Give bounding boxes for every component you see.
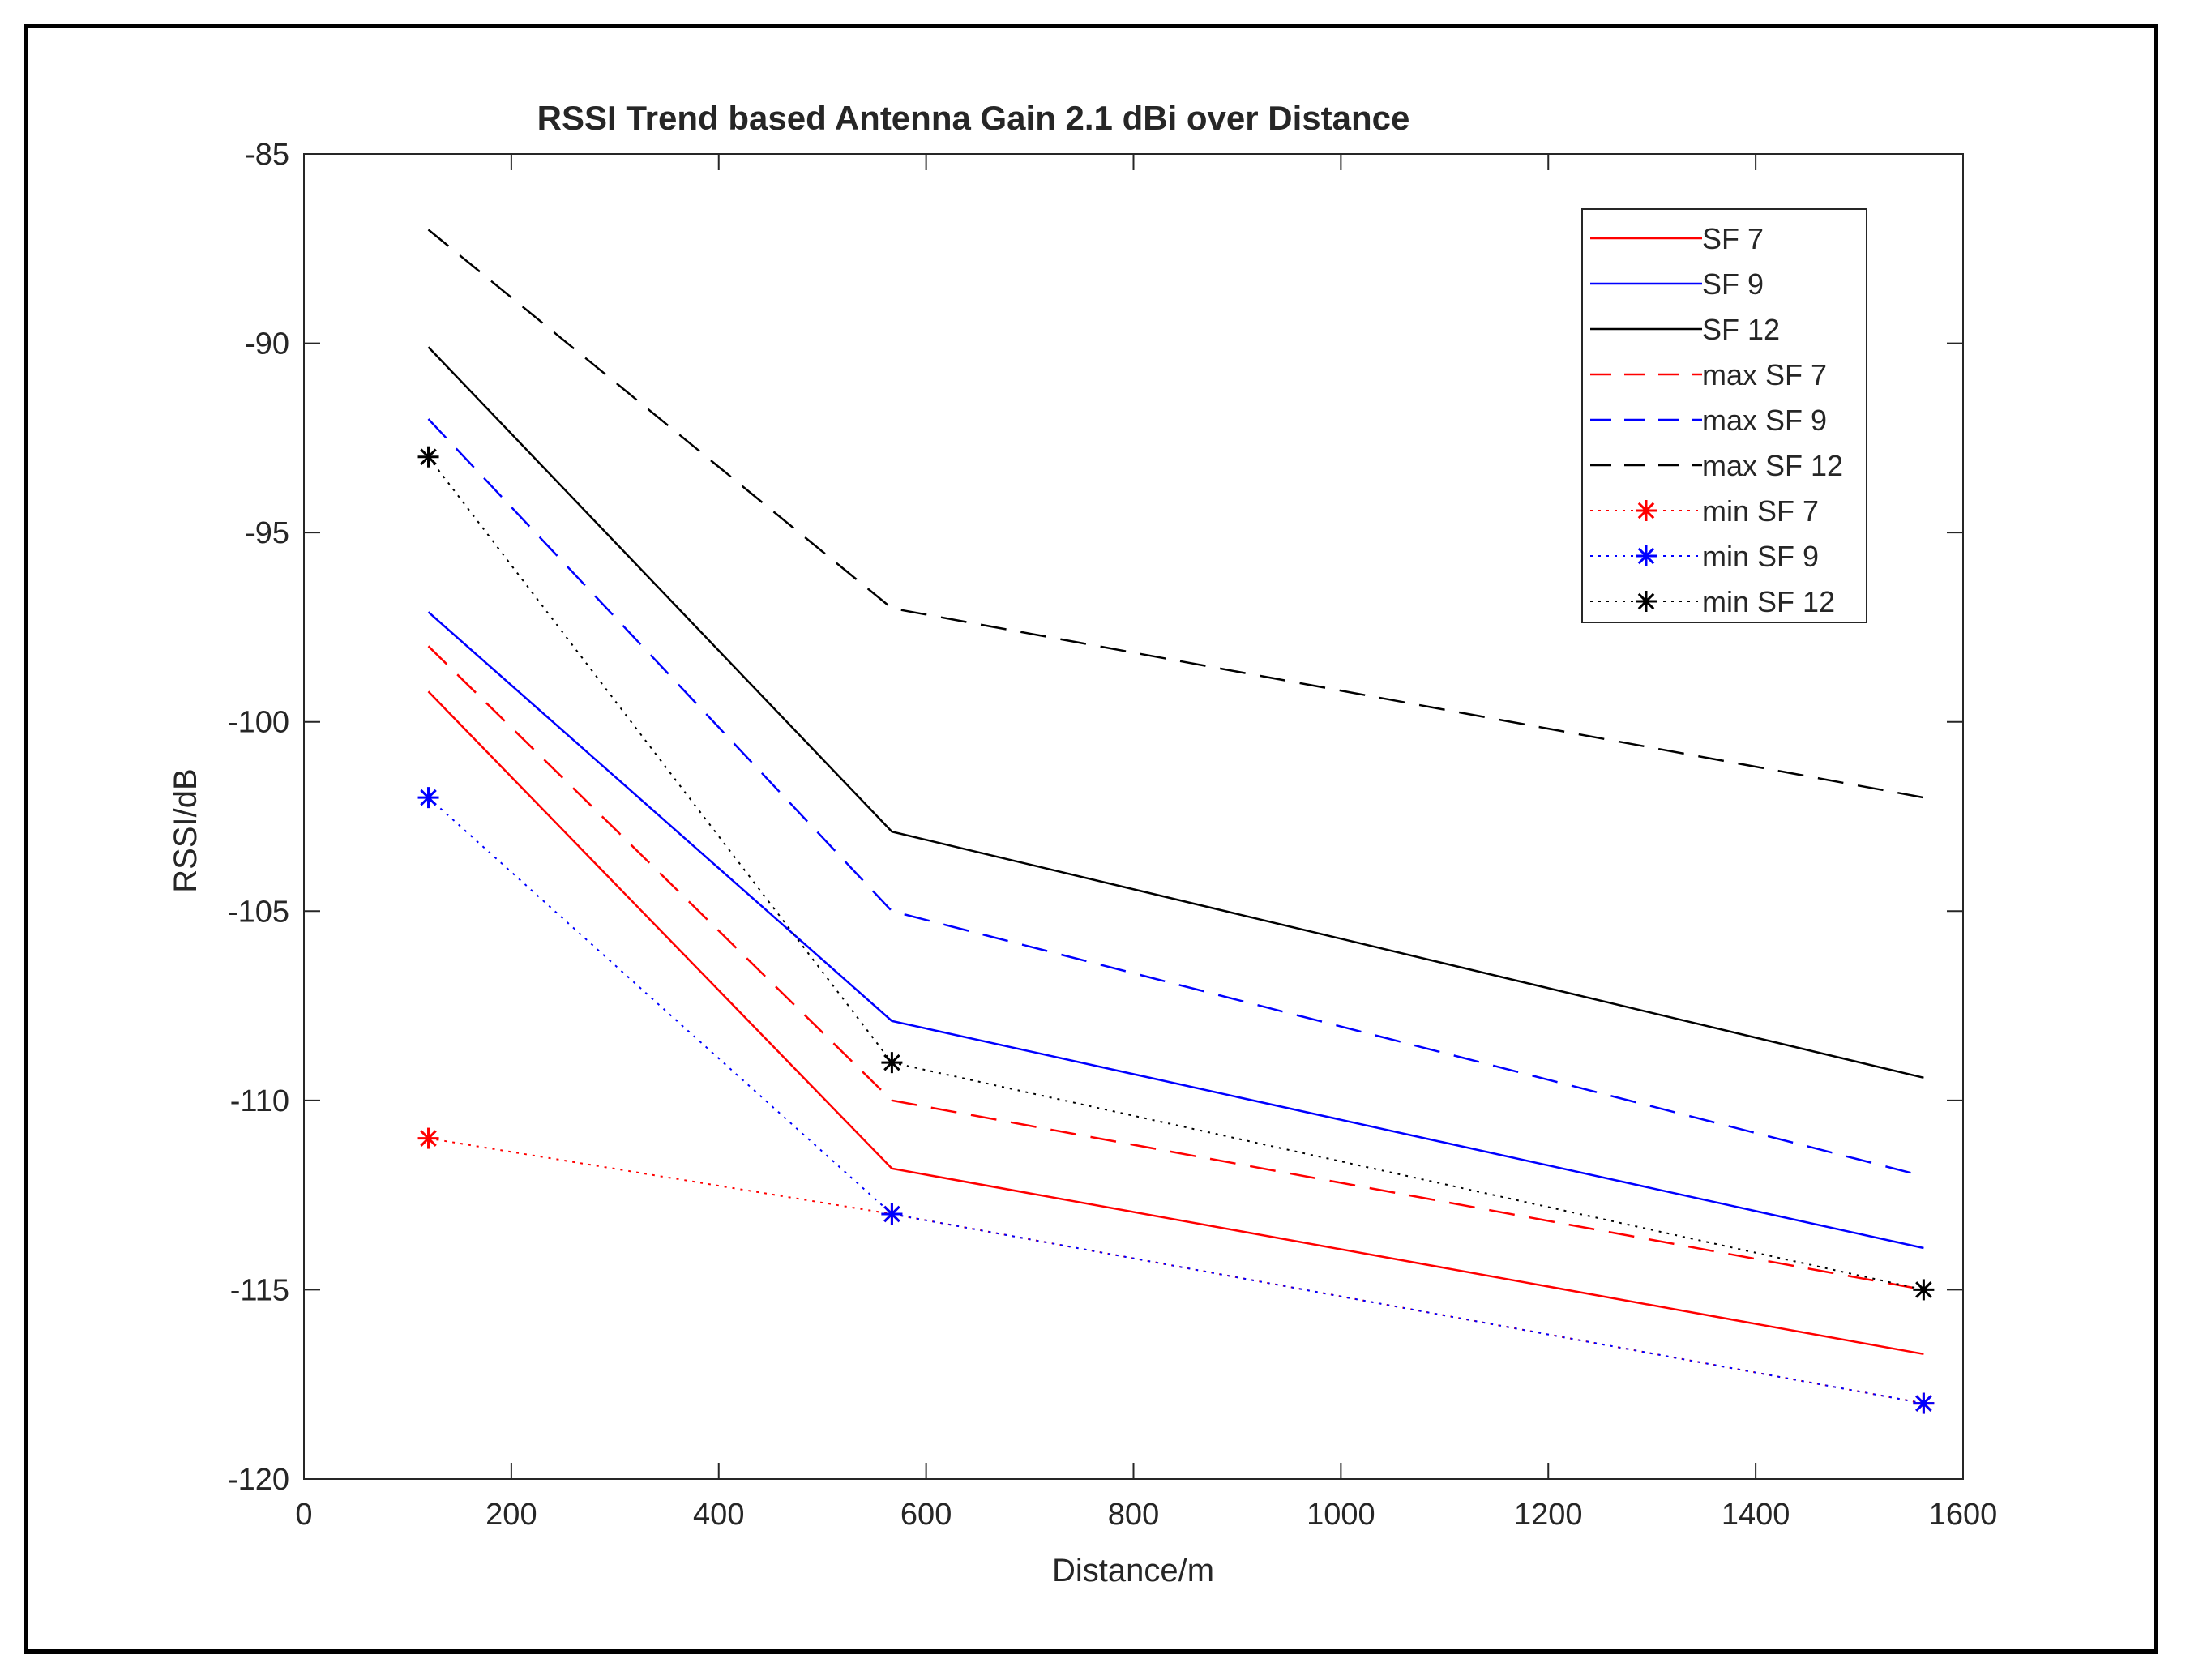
x-tick-label: 1000 <box>1307 1498 1375 1532</box>
series-markers <box>417 446 1935 1414</box>
series-line-max-sf-9 <box>427 418 1924 1178</box>
legend-label-sf-12: SF 12 <box>1702 313 1780 346</box>
series-line-sf-9 <box>427 611 1924 1250</box>
x-tick-label: 600 <box>900 1498 952 1532</box>
legend-item-min-sf-7: min SF 7 <box>1590 494 1819 528</box>
legend-label-sf-7: SF 7 <box>1702 222 1764 255</box>
series-line-max-sf-7 <box>427 645 1924 1291</box>
series-line-max-sf-12 <box>427 229 1924 799</box>
y-tick-label: -105 <box>228 895 289 929</box>
data-point-min-sf-9-1 <box>881 1203 903 1225</box>
data-point-min-sf-12-2 <box>1913 1279 1935 1301</box>
series-line-sf-7 <box>427 690 1924 1356</box>
legend-label-min-sf-7: min SF 7 <box>1702 494 1819 528</box>
y-axis-label: RSSI/dB <box>168 768 203 892</box>
legend-item-min-sf-9: min SF 9 <box>1590 540 1819 573</box>
x-tick-label: 1200 <box>1514 1498 1583 1532</box>
series-line-min-sf-9 <box>427 797 1924 1404</box>
legend-item-sf-9: SF 9 <box>1590 267 1764 301</box>
x-tick-label: 800 <box>1108 1498 1159 1532</box>
legend: SF 7 SF 9 SF 12 max SF 7 max SF 9 max SF 12 mi… <box>1581 208 1867 623</box>
legend-label-max-sf-9: max SF 9 <box>1702 404 1827 437</box>
x-tick-label: 1600 <box>1929 1498 1998 1532</box>
legend-marker-min-sf-9 <box>1636 545 1657 566</box>
x-axis-label: Distance/m <box>1052 1553 1214 1588</box>
data-point-min-sf-12-1 <box>881 1052 903 1074</box>
legend-label-min-sf-12: min SF 12 <box>1702 585 1835 618</box>
x-tick-label: 0 <box>295 1498 312 1532</box>
series-line-min-sf-7 <box>428 1137 1924 1404</box>
series-line-sf-12 <box>427 346 1924 1079</box>
legend-item-sf-7: SF 7 <box>1590 222 1764 255</box>
legend-item-max-sf-7: max SF 7 <box>1590 358 1827 391</box>
legend-marker-min-sf-12 <box>1636 591 1657 612</box>
x-tick-label: 400 <box>693 1498 744 1532</box>
legend-marker-min-sf-7 <box>1636 500 1657 521</box>
legend-label-sf-9: SF 9 <box>1702 267 1764 301</box>
y-tick-label: -90 <box>245 327 289 361</box>
legend-item-min-sf-12: min SF 12 <box>1590 585 1835 618</box>
x-tick-label: 1400 <box>1722 1498 1790 1532</box>
legend-item-max-sf-9: max SF 9 <box>1590 404 1827 437</box>
axis-ticks: 0 200 400 600 800 1000 1200 1400 1600 -85 -90 -95 -1… <box>228 138 1997 1532</box>
y-tick-label: -115 <box>230 1273 289 1307</box>
y-tick-label: -85 <box>245 138 289 172</box>
y-tick-label: -120 <box>228 1463 289 1497</box>
legend-label-max-sf-7: max SF 7 <box>1702 358 1827 391</box>
chart-title: RSSI Trend based Antenna Gain 2.1 dBi ov… <box>537 99 1410 137</box>
data-point-min-sf-12-0 <box>417 446 439 468</box>
data-point-min-sf-7-0 <box>417 1127 439 1149</box>
legend-item-sf-12: SF 12 <box>1590 313 1780 346</box>
y-tick-label: -100 <box>228 706 289 740</box>
y-tick-label: -95 <box>245 516 289 550</box>
legend-box <box>1581 208 1867 623</box>
legend-label-min-sf-9: min SF 9 <box>1702 540 1819 573</box>
data-point-min-sf-9-0 <box>417 787 439 809</box>
y-tick-label: -110 <box>230 1084 289 1118</box>
legend-label-max-sf-12: max SF 12 <box>1702 449 1843 482</box>
data-point-min-sf-9-2 <box>1913 1392 1935 1414</box>
legend-item-max-sf-12: max SF 12 <box>1590 449 1843 482</box>
x-tick-label: 200 <box>485 1498 537 1532</box>
